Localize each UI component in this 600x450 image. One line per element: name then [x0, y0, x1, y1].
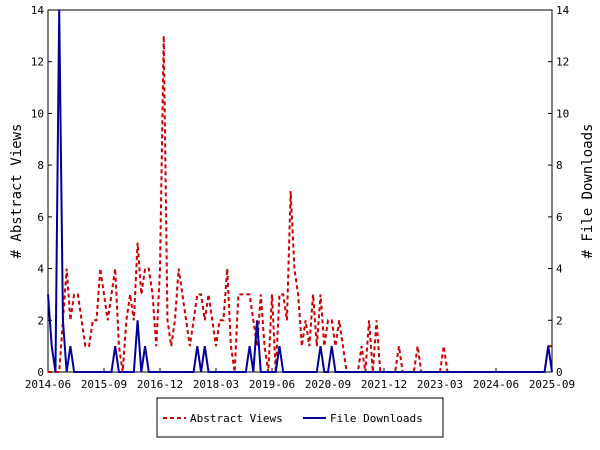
left-axis-ticks: 0 2 4 6 8 10 12 14 [31, 4, 52, 379]
right-y-tick-label: 8 [556, 159, 563, 172]
left-y-tick-label: 4 [37, 263, 44, 276]
right-axis-ticks: 0 2 4 6 8 10 12 14 [548, 4, 570, 379]
x-tick-label: 2020-09 [305, 378, 351, 391]
left-y-tick-label: 12 [31, 56, 44, 69]
right-y-tick-label: 14 [556, 4, 570, 17]
left-y-tick-label: 6 [37, 211, 44, 224]
legend-label-abstract-views: Abstract Views [190, 412, 283, 425]
legend: Abstract Views File Downloads [156, 397, 444, 438]
right-y-tick-label: 6 [556, 211, 563, 224]
left-y-tick-label: 14 [31, 4, 45, 17]
left-y-tick-label: 2 [37, 314, 44, 327]
x-tick-label: 2019-06 [249, 378, 295, 391]
series-lines [47, 9, 553, 373]
x-tick-label: 2016-12 [137, 378, 183, 391]
x-axis-ticks: 2014-06 2015-09 2016-12 2018-03 2019-06 2020-… [25, 368, 575, 391]
left-y-tick-label: 0 [37, 366, 44, 379]
right-y-tick-label: 10 [556, 107, 569, 120]
plot-area [47, 9, 553, 373]
x-tick-label: 2014-06 [25, 378, 71, 391]
legend-label-file-downloads: File Downloads [330, 412, 423, 425]
legend-box [156, 397, 444, 438]
file-downloads-line [47, 9, 553, 373]
x-tick-label: 2015-09 [81, 378, 127, 391]
left-y-tick-label: 10 [31, 107, 44, 120]
x-tick-label: 2023-03 [417, 378, 463, 391]
x-tick-label: 2018-03 [193, 378, 239, 391]
left-axis-title: # Abstract Views [9, 124, 25, 259]
right-y-tick-label: 2 [556, 314, 563, 327]
left-y-tick-label: 8 [37, 159, 44, 172]
right-y-tick-label: 12 [556, 56, 569, 69]
x-tick-label: 2025-09 [529, 378, 575, 391]
right-axis-title: # File Downloads [580, 124, 596, 259]
right-y-tick-label: 4 [556, 263, 563, 276]
x-tick-label: 2024-06 [473, 378, 519, 391]
right-y-tick-label: 0 [556, 366, 563, 379]
x-tick-label: 2021-12 [361, 378, 407, 391]
